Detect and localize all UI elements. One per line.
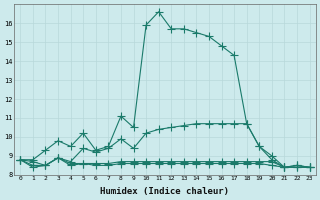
X-axis label: Humidex (Indice chaleur): Humidex (Indice chaleur)	[100, 187, 229, 196]
